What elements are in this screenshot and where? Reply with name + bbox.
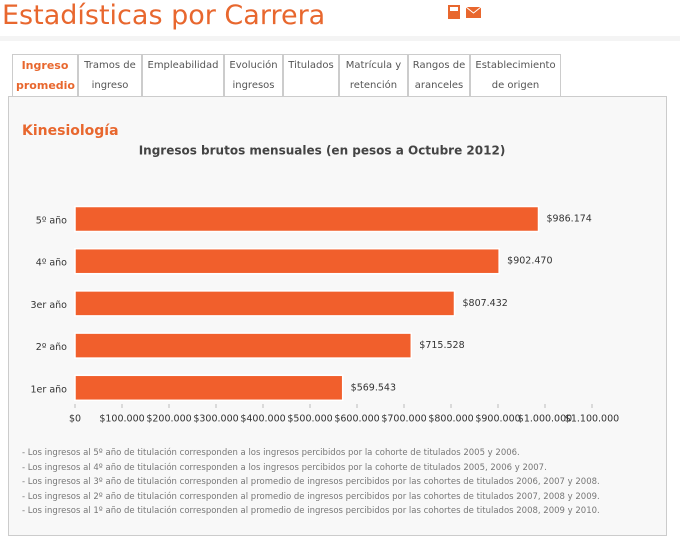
value-label: $569.543 [351,382,396,393]
y-tick-label: 2º año [36,342,67,353]
bar [74,374,344,402]
x-tick-label: $100.000 [99,414,144,425]
tab[interactable]: Rangos de aranceles [408,54,470,96]
tab[interactable]: Establecimiento de origen [470,54,561,96]
x-tick-label: $800.000 [428,414,473,425]
tab[interactable]: Empleabilidad [142,54,224,96]
tab[interactable]: Titulados [283,54,339,96]
x-tick-label: $1.000.000 [518,414,572,425]
footnote: - Los ingresos al 3º año de titulación c… [22,477,600,487]
value-label: $902.470 [507,256,552,267]
print-icon-paper [450,7,458,11]
bar [74,247,500,275]
y-tick-label: 3er año [31,300,68,311]
value-label: $807.432 [462,298,507,309]
tab-bar: Ingreso promedio Tramos de ingreso Empleab… [12,54,561,96]
y-tick-label: 4º año [36,258,67,269]
tab[interactable]: Matrícula y retención [339,54,408,96]
tab[interactable]: Evolución ingresos [224,54,283,96]
mail-icon-flap [465,6,482,14]
chart-title: Ingresos brutos mensuales (en pesos a Oc… [139,144,506,158]
bar [74,290,456,317]
tab[interactable]: Tramos de ingreso [78,54,142,96]
footnote: - Los ingresos al 1º año de titulación c… [22,506,600,516]
notes: - Los ingresos al 5º año de titulación c… [22,446,600,519]
x-tick-label: $600.000 [334,414,379,425]
page-title: Estadísticas por Carrera [2,0,326,31]
footnote: - Los ingresos al 2º año de titulación c… [22,491,600,502]
value-label: $986.174 [547,214,592,225]
bar [74,332,413,359]
x-tick-label: $700.000 [381,414,426,425]
x-tick-label: $1.100.000 [565,414,619,425]
x-tick-label: $900.000 [475,414,520,425]
footnote: - Los ingresos al 5º año de titulación c… [22,448,520,458]
x-tick-label: $300.000 [193,414,238,425]
value-label: $715.528 [419,340,464,351]
x-tick-label: $0 [69,414,81,425]
tab[interactable]: Ingreso promedio [12,54,78,96]
footnote: - Los ingresos al 4º año de titulación c… [22,462,547,473]
y-tick-label: 1er año [31,384,68,395]
section-title: Kinesiología [22,123,119,139]
y-tick-label: 5º año [36,216,67,227]
divider [0,36,680,41]
x-tick-label: $500.000 [287,414,332,425]
toolbar-icons[interactable] [446,3,486,23]
x-tick-label: $200.000 [146,414,191,425]
bar [74,205,540,233]
x-tick-label: $400.000 [240,414,285,425]
